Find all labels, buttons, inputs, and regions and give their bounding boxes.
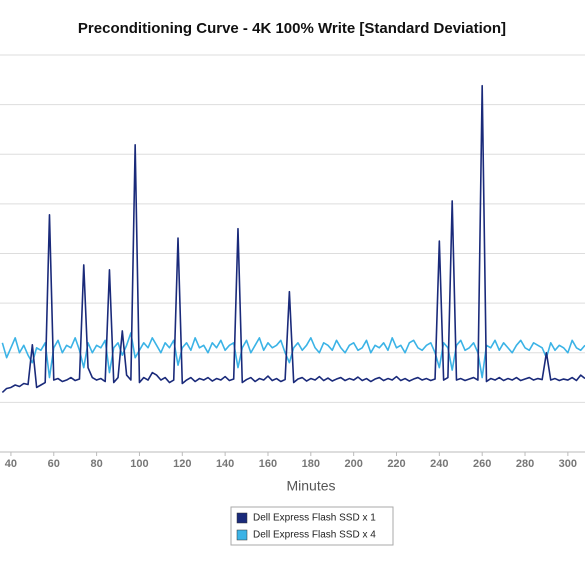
x-tick-label: 200 bbox=[344, 458, 362, 470]
legend-swatch bbox=[236, 529, 248, 541]
x-tick-label: 180 bbox=[302, 458, 320, 470]
legend bbox=[230, 506, 394, 546]
x-tick-label: 140 bbox=[216, 458, 234, 470]
series-line bbox=[1, 84, 585, 394]
x-tick-label: 120 bbox=[173, 458, 191, 470]
x-tick-label: 100 bbox=[130, 458, 148, 470]
x-tick-label: 80 bbox=[90, 458, 102, 470]
x-tick-label: 240 bbox=[430, 458, 448, 470]
legend-swatch bbox=[236, 512, 248, 524]
chart-title: Preconditioning Curve - 4K 100% Write [S… bbox=[78, 20, 506, 37]
series-line bbox=[1, 332, 585, 379]
x-tick-label: 260 bbox=[473, 458, 491, 470]
x-tick-label: 40 bbox=[5, 458, 17, 470]
x-tick-label: 220 bbox=[387, 458, 405, 470]
legend-label: Dell Express Flash SSD x 4 bbox=[253, 530, 376, 541]
x-tick-label: 160 bbox=[259, 458, 277, 470]
x-axis-label: Minutes bbox=[286, 478, 335, 494]
x-tick-label: 280 bbox=[516, 458, 534, 470]
x-tick-label: 60 bbox=[48, 458, 60, 470]
x-tick-label: 300 bbox=[559, 458, 577, 470]
legend-label: Dell Express Flash SSD x 1 bbox=[253, 513, 376, 524]
